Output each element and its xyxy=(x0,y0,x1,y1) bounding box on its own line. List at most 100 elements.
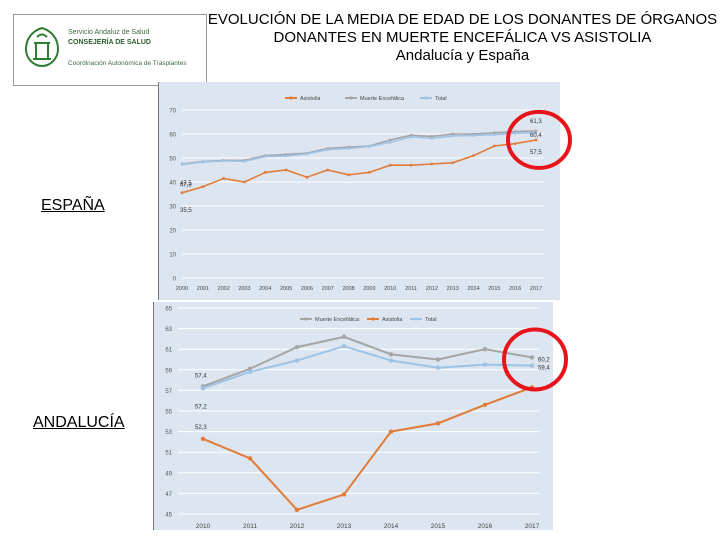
spain-data-label: 57,5 xyxy=(530,150,542,156)
spain-series-point xyxy=(347,147,350,150)
logo-line-servicio: Servicio Andaluz de Salud xyxy=(68,29,150,36)
spain-chart-divider xyxy=(158,82,159,300)
spain-data-label: 61,3 xyxy=(530,119,542,125)
spain-x-tick-label: 2011 xyxy=(405,286,417,292)
andalucia-y-tick-label: 45 xyxy=(165,513,172,519)
spain-x-tick-label: 2000 xyxy=(176,286,188,292)
spain-series-line xyxy=(181,130,537,165)
spain-series-line xyxy=(181,132,537,166)
andalucia-x-tick-label: 2017 xyxy=(525,523,540,530)
spain-series-point xyxy=(305,175,309,179)
spain-series-point xyxy=(222,159,226,163)
spain-series-point xyxy=(513,142,517,146)
andalucia-y-tick-label: 49 xyxy=(165,471,172,477)
spain-y-tick-label: 40 xyxy=(169,181,176,187)
andalucia-x-tick-label: 2015 xyxy=(431,523,446,530)
spain-series-point xyxy=(368,171,371,174)
andalucia-data-label: 52,3 xyxy=(195,425,207,431)
spain-series-point xyxy=(243,180,246,184)
spain-y-tick-label: 0 xyxy=(173,277,177,283)
andalucia-y-tick-label: 63 xyxy=(165,327,172,333)
andalucia-series-point xyxy=(294,358,300,363)
spain-series-point xyxy=(263,155,267,158)
spain-series-point xyxy=(451,134,455,138)
spain-y-tick-label: 30 xyxy=(169,205,176,211)
andalucia-y-tick-label: 47 xyxy=(165,492,172,498)
spain-series-point xyxy=(388,163,392,167)
andalucia-y-tick-label: 53 xyxy=(165,430,172,436)
andalucia-series-point xyxy=(482,402,488,408)
andalucia-x-tick-label: 2016 xyxy=(478,523,493,530)
spain-series-point xyxy=(472,134,475,137)
title-line-2: DONANTES EN MUERTE ENCEFÁLICA VS ASISTOL… xyxy=(273,29,652,46)
spain-data-label: 47,5 xyxy=(180,181,192,187)
andalucia-series-point xyxy=(341,343,347,349)
spain-series-point xyxy=(284,168,288,172)
spain-series-point xyxy=(305,152,309,156)
spain-data-label: 35,5 xyxy=(180,208,192,214)
spain-series-point xyxy=(492,131,496,135)
andalucia-series-point xyxy=(294,507,300,513)
spain-series-point xyxy=(284,154,288,158)
spain-series-point xyxy=(430,136,434,140)
spain-series-point xyxy=(534,131,538,135)
spain-series-point xyxy=(347,173,350,177)
spain-x-tick-label: 2001 xyxy=(197,286,209,292)
andalucia-x-tick-label: 2010 xyxy=(196,523,211,530)
andalucia-series-point xyxy=(388,429,394,434)
spain-series-point xyxy=(243,159,246,163)
andalucia-data-label: 57,2 xyxy=(195,404,207,410)
andalucia-x-tick-label: 2012 xyxy=(290,523,305,530)
andalucia-label: ANDALUCÍA xyxy=(33,414,125,431)
andalucia-series-line xyxy=(202,386,533,512)
andalucia-series-line xyxy=(202,345,533,390)
spain-y-tick-label: 10 xyxy=(169,253,176,259)
spain-series-point xyxy=(201,160,205,164)
spain-x-tick-label: 2017 xyxy=(530,286,542,292)
andalucia-series-point xyxy=(482,347,488,352)
spain-series-point xyxy=(388,138,392,142)
spain-y-tick-label: 20 xyxy=(169,229,176,235)
title-line-1: EVOLUCIÓN DE LA MEDIA DE EDAD DE LOS DON… xyxy=(207,11,718,28)
spain-legend-marker xyxy=(424,96,428,100)
andalucia-data-label: 59,4 xyxy=(538,366,550,372)
spain-series-point xyxy=(368,145,371,148)
andalucia-y-tick-label: 51 xyxy=(165,451,172,457)
spain-label: ESPAÑA xyxy=(41,197,105,214)
title-line-3: Andalucía y España xyxy=(395,47,530,64)
andalucia-series-point xyxy=(388,358,394,363)
andalucia-series-line xyxy=(202,335,533,388)
spain-series-point xyxy=(326,168,330,172)
andalucia-data-label: 57,4 xyxy=(195,373,207,379)
spain-series-point xyxy=(180,191,184,195)
spain-series-point xyxy=(451,132,455,136)
spain-highlight-ring xyxy=(506,109,572,170)
andalucia-series-point xyxy=(435,421,441,426)
spain-x-tick-label: 2004 xyxy=(259,286,271,292)
logo-box: Servicio Andaluz de Salud CONSEJERÍA DE … xyxy=(13,14,207,86)
spain-series-point xyxy=(534,129,538,133)
spain-x-tick-label: 2016 xyxy=(509,286,521,292)
andalucia-series-point xyxy=(435,357,441,362)
spain-series-point xyxy=(201,185,205,189)
andalucia-data-label: 60,2 xyxy=(538,357,550,363)
spain-y-tick-label: 70 xyxy=(169,109,176,115)
spain-data-label: 60,4 xyxy=(530,133,542,139)
andalucia-chart-divider xyxy=(153,302,154,530)
andalucia-y-tick-label: 57 xyxy=(165,389,172,395)
spain-x-tick-label: 2007 xyxy=(322,286,334,292)
spain-series-point xyxy=(180,163,184,166)
andalucia-y-tick-label: 65 xyxy=(165,307,172,313)
spain-series-point xyxy=(472,154,475,158)
spain-x-tick-label: 2010 xyxy=(384,286,396,292)
andalucia-legend-marker xyxy=(304,317,308,321)
andalucia-legend-label: Muerte Encefálica xyxy=(315,317,360,323)
page-title: EVOLUCIÓN DE LA MEDIA DE EDAD DE LOS DON… xyxy=(205,11,720,65)
spain-series-point xyxy=(409,163,413,167)
spain-series-point xyxy=(409,135,413,139)
andalucia-legend-marker xyxy=(371,317,375,321)
spain-y-tick-label: 60 xyxy=(169,133,176,139)
spain-x-tick-label: 2002 xyxy=(218,286,230,292)
spain-x-tick-label: 2006 xyxy=(301,286,313,292)
spain-series-point xyxy=(513,131,517,135)
